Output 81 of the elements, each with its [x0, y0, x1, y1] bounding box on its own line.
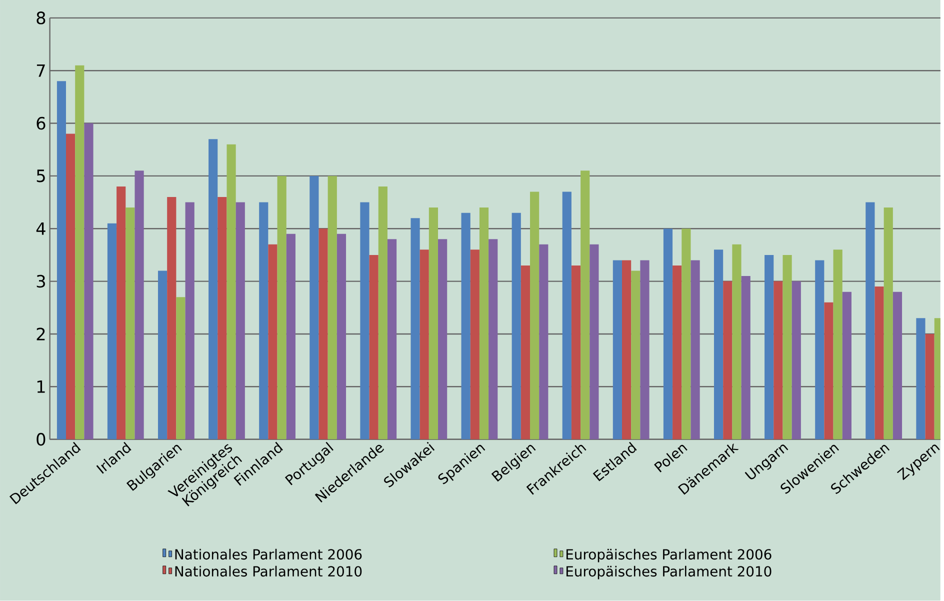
- bar: [520, 266, 530, 440]
- bar: [360, 202, 370, 440]
- bar: [815, 260, 824, 440]
- bar: [336, 234, 346, 440]
- bar: [866, 202, 875, 440]
- y-tick-label: 2: [36, 328, 45, 340]
- bar: [226, 144, 236, 440]
- bar: [259, 202, 268, 440]
- bar: [488, 239, 498, 440]
- bar: [732, 244, 742, 440]
- y-tick-label: 5: [36, 170, 45, 182]
- bar: [75, 65, 84, 440]
- bar: [387, 239, 397, 440]
- bar: [185, 202, 194, 440]
- bar: [438, 239, 448, 440]
- bar: [84, 123, 94, 440]
- bar: [126, 208, 135, 440]
- bar: [470, 250, 480, 440]
- bar: [824, 302, 834, 440]
- bar: [723, 281, 732, 440]
- legend-label: Europäisches Parlament 2006: [566, 548, 772, 562]
- bar: [562, 192, 572, 440]
- bar: [479, 208, 489, 440]
- bar: [208, 139, 218, 440]
- bar: [218, 197, 227, 440]
- legend-label: Europäisches Parlament 2010: [566, 566, 772, 580]
- bar: [631, 270, 640, 440]
- bar: [277, 176, 286, 440]
- bar: [622, 260, 632, 440]
- bar: [833, 250, 842, 440]
- bar: [328, 176, 337, 440]
- bar: [318, 228, 328, 440]
- bar: [158, 270, 168, 440]
- bar: [461, 212, 470, 440]
- bar: [580, 170, 590, 440]
- bar: [369, 255, 378, 440]
- bar: [612, 260, 622, 440]
- bar: [842, 292, 852, 440]
- y-tick-label: 8: [36, 12, 46, 24]
- y-tick-label: 7: [36, 64, 45, 77]
- bar: [874, 286, 884, 440]
- bar: [663, 228, 673, 440]
- bar: [268, 244, 278, 440]
- bar: [774, 281, 783, 440]
- bar: [512, 212, 521, 440]
- bar: [56, 81, 66, 440]
- legend-label: Nationales Parlament 2010: [175, 566, 362, 577]
- bar: [714, 250, 724, 440]
- bar: [682, 228, 691, 440]
- bar: [236, 202, 245, 440]
- bar: [310, 176, 319, 440]
- bar: [134, 170, 144, 440]
- bar: [539, 244, 548, 440]
- y-tick-label: 6: [36, 117, 46, 130]
- bar: [410, 218, 420, 440]
- bar: [176, 297, 186, 440]
- bar: [782, 255, 792, 440]
- bar: [428, 208, 438, 440]
- bar: [741, 276, 750, 440]
- bar: [286, 234, 296, 440]
- bar: [530, 192, 540, 440]
- legend-label: Nationales Parlament 2006: [175, 548, 362, 560]
- bar: [672, 266, 682, 440]
- bar: [916, 318, 926, 440]
- bar: [107, 223, 117, 440]
- y-tick-label: 4: [36, 222, 46, 235]
- y-tick-label: 1: [37, 380, 45, 393]
- bar: [571, 266, 581, 440]
- bar: [764, 255, 774, 440]
- bar: [66, 134, 76, 440]
- bar: [792, 281, 801, 440]
- bar: [167, 197, 176, 440]
- bar: [378, 186, 388, 440]
- bar: [116, 186, 126, 440]
- bar: [690, 260, 700, 440]
- bar: [590, 244, 599, 440]
- bar: [420, 250, 429, 440]
- bar: [640, 260, 650, 440]
- y-tick-label: 3: [36, 275, 45, 288]
- bar: [884, 208, 893, 440]
- bar: [892, 292, 902, 440]
